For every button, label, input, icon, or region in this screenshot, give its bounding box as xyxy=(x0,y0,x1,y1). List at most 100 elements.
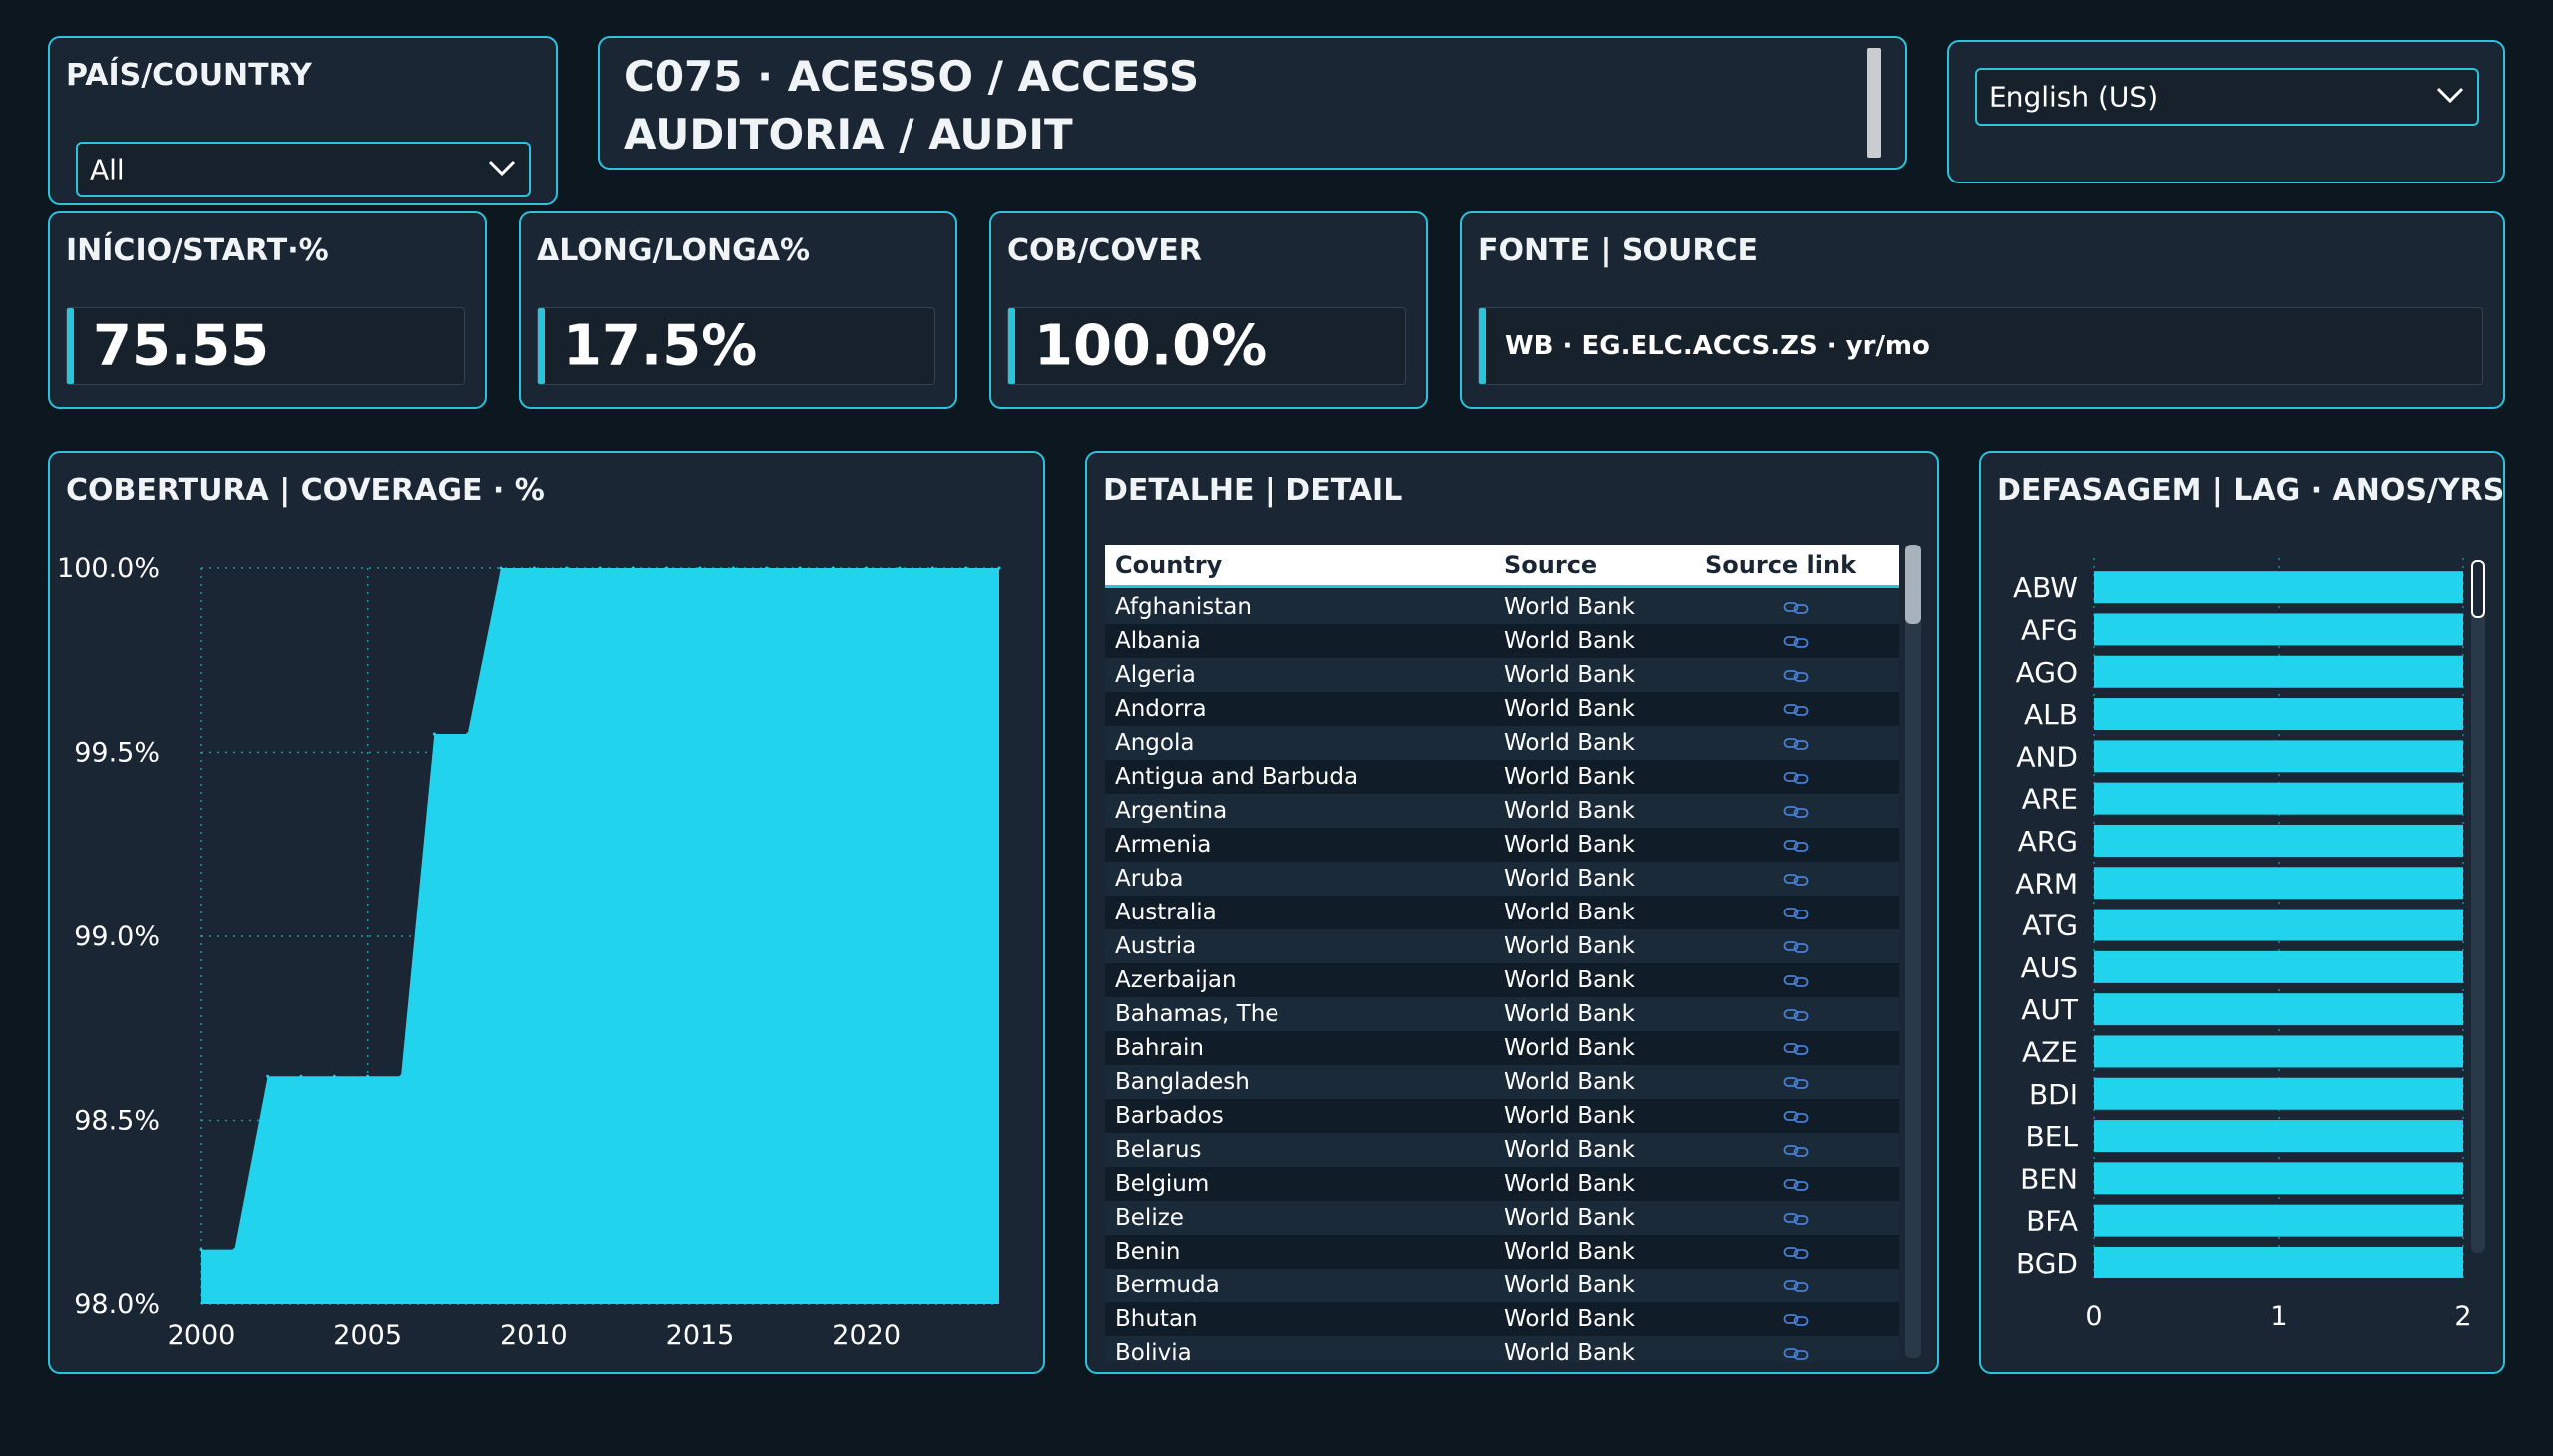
table-row: Benin World Bank xyxy=(1105,1235,1899,1269)
table-row: Aruba World Bank xyxy=(1105,862,1899,896)
table-scrollbar[interactable] xyxy=(1905,545,1921,1358)
kpi-start-box: 75.55 xyxy=(66,307,465,385)
y-tick-label: 99.0% xyxy=(74,921,160,952)
chevron-down-icon xyxy=(487,158,517,182)
title-scrollbar[interactable] xyxy=(1867,48,1881,158)
data-point xyxy=(499,566,503,570)
lag-bar xyxy=(2094,1120,2463,1153)
report-title-line2: AUDITORIA / AUDIT xyxy=(624,110,1073,159)
column-header-country[interactable]: Country xyxy=(1115,551,1223,579)
table-row: Bahamas, The World Bank xyxy=(1105,997,1899,1031)
lag-scrollbar[interactable] xyxy=(2471,560,2485,1253)
cell-source: World Bank xyxy=(1504,1239,1635,1265)
table-row: Afghanistan World Bank xyxy=(1105,590,1899,624)
lag-bar xyxy=(2094,867,2463,900)
link-icon[interactable] xyxy=(1783,596,1809,622)
cell-country: Afghanistan xyxy=(1115,594,1252,620)
country-dropdown[interactable]: All xyxy=(76,142,531,197)
link-icon[interactable] xyxy=(1783,868,1809,894)
link-icon[interactable] xyxy=(1783,1037,1809,1063)
link-icon[interactable] xyxy=(1783,698,1809,724)
language-panel: English (US) xyxy=(1947,40,2505,183)
cell-country: Bermuda xyxy=(1115,1273,1220,1298)
cell-country: Barbados xyxy=(1115,1103,1224,1129)
column-header-source-link[interactable]: Source link xyxy=(1705,551,1857,579)
link-icon[interactable] xyxy=(1783,834,1809,860)
table-row: Belarus World Bank xyxy=(1105,1133,1899,1167)
link-icon[interactable] xyxy=(1783,969,1809,995)
y-tick-label: AZE xyxy=(2022,1035,2078,1068)
cell-source: World Bank xyxy=(1504,594,1635,620)
kpi-source-label: FONTE | SOURCE xyxy=(1478,233,1758,268)
coverage-area xyxy=(201,568,999,1304)
cell-source: World Bank xyxy=(1504,1137,1635,1163)
table-row: Andorra World Bank xyxy=(1105,692,1899,726)
link-icon[interactable] xyxy=(1783,800,1809,826)
data-point xyxy=(997,566,1001,570)
link-icon[interactable] xyxy=(1783,1274,1809,1300)
lag-bar xyxy=(2094,824,2463,857)
lag-bar xyxy=(2094,1204,2463,1237)
link-icon[interactable] xyxy=(1783,732,1809,758)
data-point xyxy=(631,566,635,570)
data-point xyxy=(765,566,769,570)
lag-bar xyxy=(2094,950,2463,983)
cell-country: Aruba xyxy=(1115,866,1184,892)
column-header-source[interactable]: Source xyxy=(1504,551,1598,579)
kpi-long-box: 17.5% xyxy=(537,307,935,385)
y-tick-label: BGD xyxy=(2016,1247,2078,1279)
cell-source: World Bank xyxy=(1504,1069,1635,1095)
link-icon[interactable] xyxy=(1783,1308,1809,1334)
y-tick-label: 100.0% xyxy=(57,553,160,584)
data-point xyxy=(399,1074,403,1078)
link-icon[interactable] xyxy=(1783,1071,1809,1097)
data-point xyxy=(865,566,869,570)
lag-bar xyxy=(2094,1246,2463,1278)
coverage-chart: 98.0% 98.5% 99.0% 99.5% 100.0% 2000 2005 2010 20… xyxy=(57,553,1001,1351)
data-point xyxy=(898,566,902,570)
language-dropdown[interactable]: English (US) xyxy=(1975,68,2479,126)
cell-source: World Bank xyxy=(1504,1273,1635,1298)
data-point xyxy=(565,566,569,570)
link-icon[interactable] xyxy=(1783,630,1809,656)
detail-table-title: DETALHE | DETAIL xyxy=(1103,473,1403,508)
y-tick-label: 99.5% xyxy=(74,738,160,769)
lag-scrollbar-thumb[interactable] xyxy=(2471,560,2485,618)
cell-source: World Bank xyxy=(1504,1171,1635,1197)
link-icon[interactable] xyxy=(1783,1105,1809,1131)
cell-country: Belgium xyxy=(1115,1171,1210,1197)
link-icon[interactable] xyxy=(1783,935,1809,961)
table-scrollbar-thumb[interactable] xyxy=(1905,545,1921,624)
link-icon[interactable] xyxy=(1783,1173,1809,1199)
x-tick-label: 2 xyxy=(2454,1301,2471,1332)
cell-source: World Bank xyxy=(1504,1306,1635,1332)
y-tick-label: ALB xyxy=(2024,698,2078,731)
kpi-long-label: ΔLONG/LONGΔ% xyxy=(537,233,811,268)
lag-bar xyxy=(2094,1035,2463,1068)
cell-source: World Bank xyxy=(1504,730,1635,756)
data-point xyxy=(299,1074,303,1078)
kpi-start-label: INÍCIO/START·% xyxy=(66,233,329,268)
data-point xyxy=(199,1248,203,1252)
data-point xyxy=(798,566,802,570)
cell-source: World Bank xyxy=(1504,628,1635,654)
link-icon[interactable] xyxy=(1783,766,1809,792)
link-icon[interactable] xyxy=(1783,1207,1809,1233)
link-icon[interactable] xyxy=(1783,1241,1809,1267)
lag-bar xyxy=(2094,1077,2463,1110)
link-icon[interactable] xyxy=(1783,902,1809,927)
data-point xyxy=(432,732,436,736)
kpi-source-box: WB · EG.ELC.ACCS.ZS · yr/mo xyxy=(1478,307,2483,385)
cell-source: World Bank xyxy=(1504,900,1635,925)
y-tick-label: ARG xyxy=(2018,825,2078,858)
cell-country: Belize xyxy=(1115,1205,1184,1231)
table-row: Azerbaijan World Bank xyxy=(1105,963,1899,997)
table-row: Albania World Bank xyxy=(1105,624,1899,658)
lag-bar xyxy=(2094,613,2463,646)
link-icon[interactable] xyxy=(1783,664,1809,690)
language-dropdown-value: English (US) xyxy=(1989,80,2159,114)
link-icon[interactable] xyxy=(1783,1342,1809,1362)
link-icon[interactable] xyxy=(1783,1003,1809,1029)
link-icon[interactable] xyxy=(1783,1139,1809,1165)
table-row: Bolivia World Bank xyxy=(1105,1336,1899,1362)
